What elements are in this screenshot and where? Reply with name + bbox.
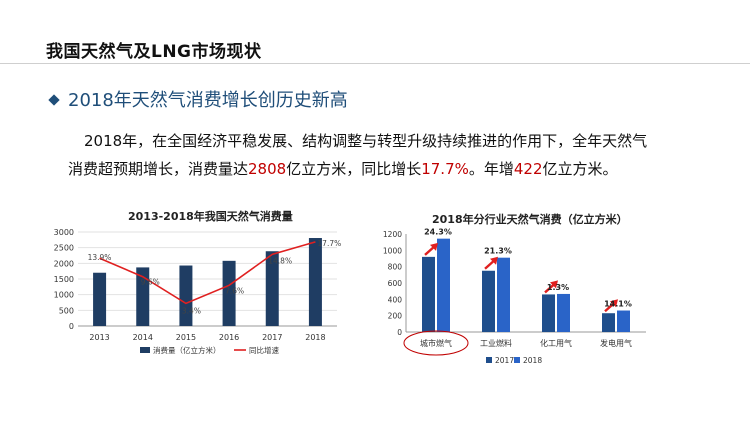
bar <box>265 251 279 326</box>
growth-data-label: 17.7% <box>317 239 341 248</box>
growth-arrowhead-icon <box>430 242 438 251</box>
bar <box>179 265 193 326</box>
x-tick-label: 2018 <box>305 333 325 342</box>
growth-arrow-icon <box>604 302 615 313</box>
chart1-title: 2013-2018年我国天然气消费量 <box>128 210 293 223</box>
bar <box>222 260 236 326</box>
x-tick-label: 发电用气 <box>600 338 632 348</box>
bar-2018 <box>557 293 570 332</box>
highlight-ellipse <box>403 330 469 356</box>
y-tick-label: 2000 <box>54 259 74 268</box>
growth-line <box>99 241 316 305</box>
x-tick-label: 2014 <box>133 333 153 342</box>
growth-data-label: 7.6% <box>225 286 244 295</box>
legend-swatch-2018 <box>514 357 520 363</box>
bar <box>93 272 107 326</box>
legend-label-growth: 同比增速 <box>249 345 279 355</box>
growth-data-label: 9.6% <box>141 278 160 287</box>
title-divider <box>0 63 750 64</box>
growth-arrowhead-icon <box>610 299 618 308</box>
y-tick-label: 400 <box>388 295 403 304</box>
bar-2017 <box>422 256 435 332</box>
summary-text: 。年增 <box>468 160 514 178</box>
growth-value: 17.7% <box>421 160 469 178</box>
legend-swatch-consumption <box>140 347 150 353</box>
diamond-bullet-icon <box>48 94 60 106</box>
growth-data-label: 21.3% <box>484 247 512 256</box>
chart-national-consumption: 0 500 1000 1500 2000 2500 3000 2013 2014 2015 2016… <box>54 228 342 355</box>
growth-data-label: 14.8% <box>268 256 292 265</box>
growth-data-label: 24.3% <box>424 228 452 237</box>
growth-arrow-icon <box>484 259 495 270</box>
x-tick-label: 化工用气 <box>540 338 572 348</box>
y-tick-label: 3000 <box>54 228 74 237</box>
bar-2017 <box>482 270 495 332</box>
chart2-title: 2018年分行业天然气消费（亿立方米） <box>432 213 628 226</box>
y-tick-label: 200 <box>388 312 403 321</box>
summary-line-2: 消费超预期增长，消费量达2808亿立方米，同比增长17.7%。年增422亿立方米… <box>68 155 688 183</box>
x-tick-label: 城市燃气 <box>420 338 452 348</box>
summary-line-1: 2018年，在全国经济平稳发展、结构调整与转型升级持续推进的作用下，全年天然气 <box>68 127 688 155</box>
growth-arrow-icon <box>424 245 435 256</box>
legend-label-consumption: 消费量（亿立方米） <box>153 345 221 355</box>
section-heading: 2018年天然气消费增长创历史新高 <box>48 86 348 112</box>
x-tick-label: 2016 <box>219 333 239 342</box>
legend-label-2017: 2017 <box>495 356 514 365</box>
growth-data-label: 3.4% <box>182 306 201 315</box>
bar-2018 <box>617 310 630 332</box>
legend-label-2018: 2018 <box>523 356 542 365</box>
y-tick-label: 600 <box>388 279 403 288</box>
growth-arrowhead-icon <box>490 256 498 265</box>
consumption-value: 2808 <box>248 160 287 178</box>
bar-2018 <box>437 238 450 332</box>
growth-data-label: 1.3% <box>547 283 569 292</box>
summary-paragraph: 2018年，在全国经济平稳发展、结构调整与转型升级持续推进的作用下，全年天然气 … <box>68 127 688 183</box>
summary-text: 消费超预期增长，消费量达 <box>68 160 249 178</box>
y-tick-label: 2500 <box>54 244 74 253</box>
chart-sector-consumption: 0 200 400 600 800 1000 1200 城市燃气 24.3% 工业燃料 21.3% 化… <box>383 228 646 365</box>
y-tick-label: 0 <box>397 328 402 337</box>
growth-arrow-icon <box>544 283 555 294</box>
bar-2018 <box>497 257 510 332</box>
bar <box>136 267 150 326</box>
x-tick-label: 2013 <box>89 333 109 342</box>
bar-2017 <box>602 313 615 332</box>
y-tick-label: 500 <box>59 306 74 315</box>
section-heading-text: 2018年天然气消费增长创历史新高 <box>68 90 348 111</box>
y-tick-label: 800 <box>388 263 403 272</box>
summary-text: 亿立方米。 <box>542 160 618 178</box>
x-tick-label: 2015 <box>176 333 196 342</box>
y-tick-label: 1000 <box>54 291 74 300</box>
summary-text: 2018年，在全国经济平稳发展、结构调整与转型升级持续推进的作用下，全年天然气 <box>84 132 648 150</box>
legend-swatch-2017 <box>486 357 492 363</box>
growth-data-label: 13.9% <box>88 253 112 262</box>
summary-text: 亿立方米，同比增长 <box>286 160 422 178</box>
x-tick-label: 2017 <box>262 333 282 342</box>
bar-2017 <box>542 294 555 332</box>
growth-data-label: 14.1% <box>604 300 632 309</box>
y-tick-label: 0 <box>69 322 74 331</box>
bar <box>308 238 322 326</box>
y-tick-label: 1000 <box>383 246 402 255</box>
increase-value: 422 <box>513 160 543 178</box>
growth-arrowhead-icon <box>550 280 558 289</box>
y-tick-label: 1500 <box>54 275 74 284</box>
x-tick-label: 工业燃料 <box>480 338 512 348</box>
y-tick-label: 1200 <box>383 230 402 239</box>
page-title: 我国天然气及LNG市场现状 <box>46 42 262 62</box>
